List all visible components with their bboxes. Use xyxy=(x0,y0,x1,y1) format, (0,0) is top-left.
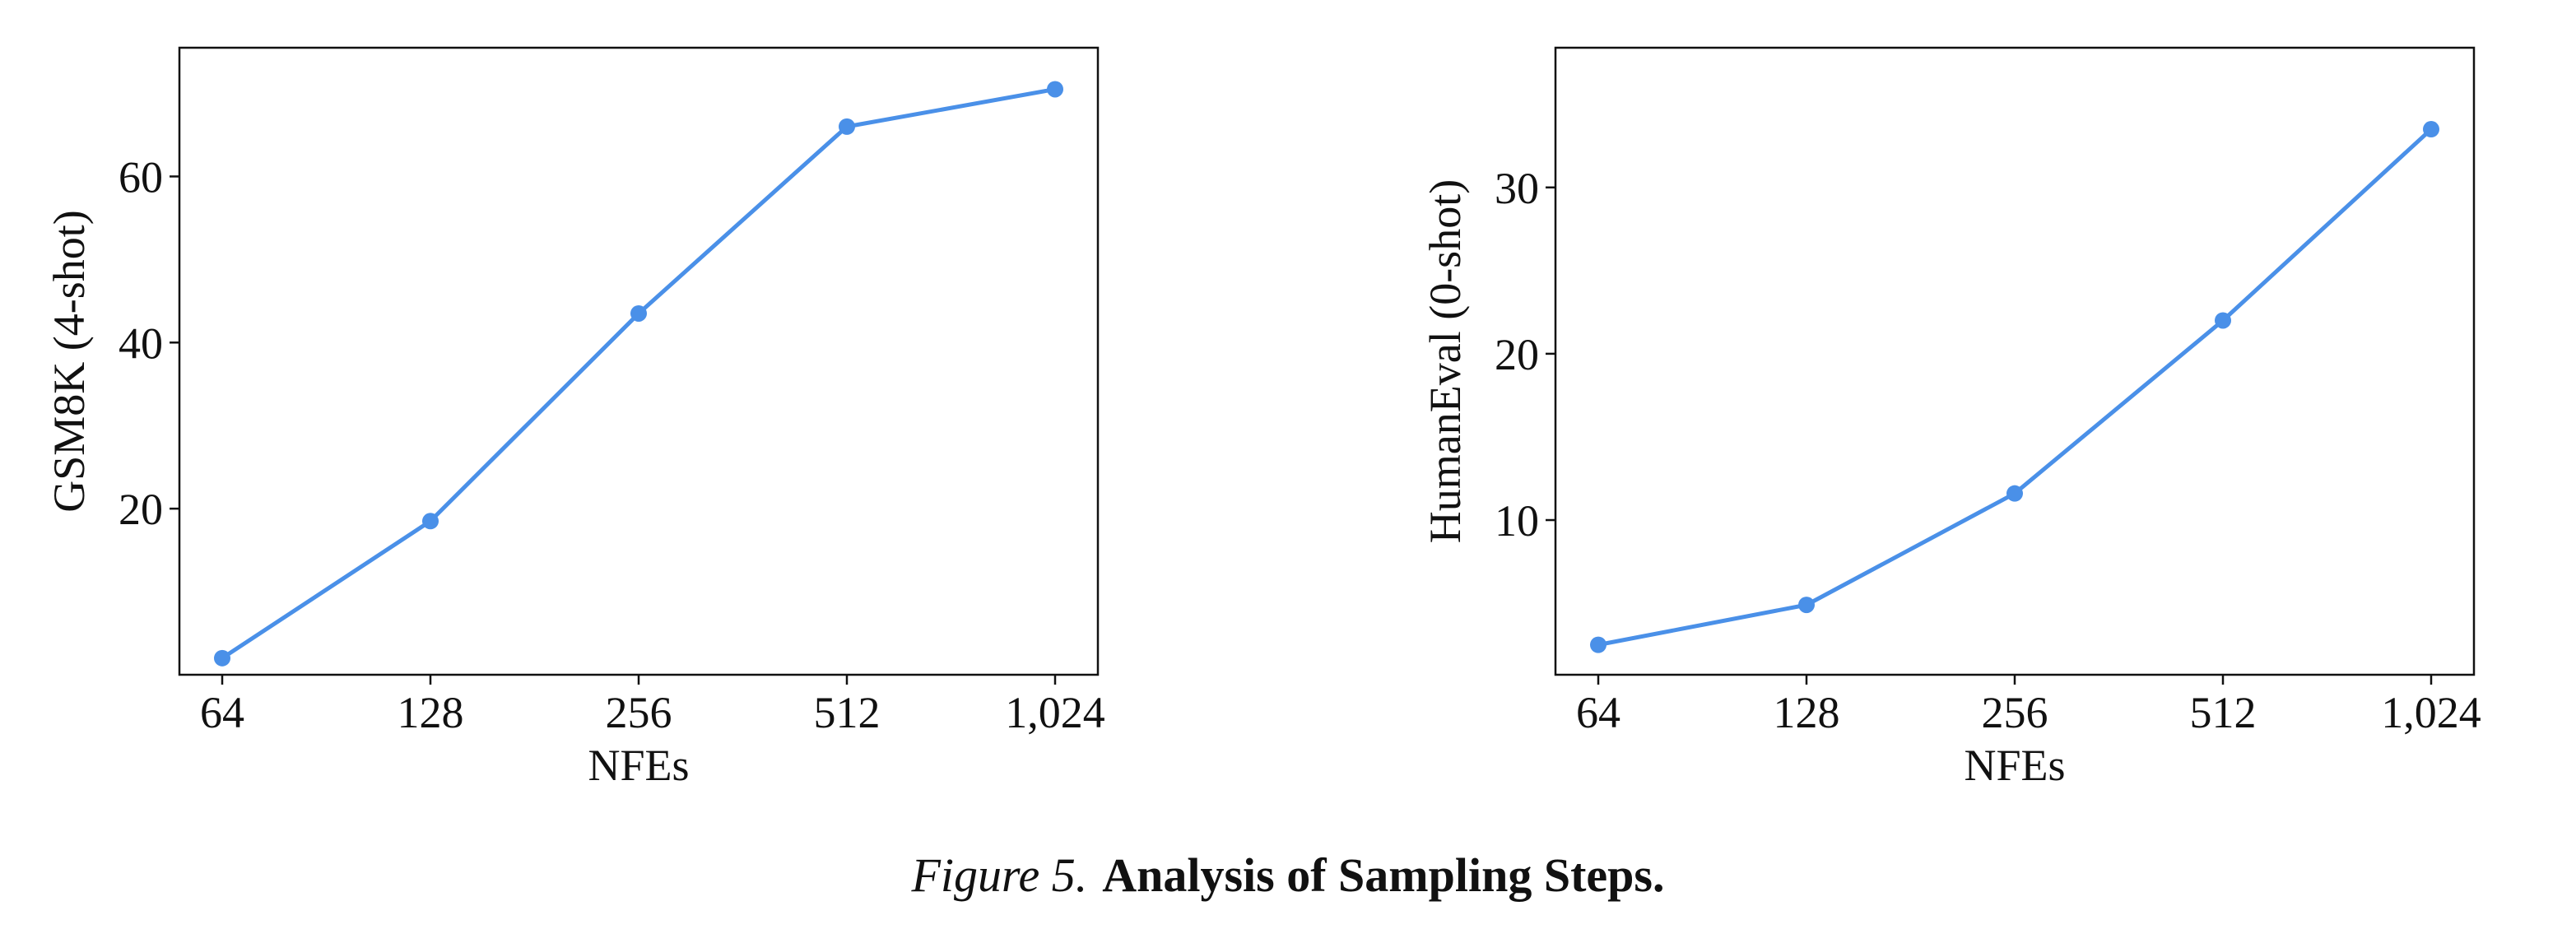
series-line xyxy=(220,86,1058,661)
data-point xyxy=(214,649,230,667)
y-tick-label: 30 xyxy=(1495,164,1539,213)
chart-humaneval: 64 128 256 512 1,024 10 20 30 NFEs HumanEval (0-s… xyxy=(1421,46,2481,790)
x-tick-label: 512 xyxy=(2190,688,2257,737)
data-point xyxy=(1590,636,1607,653)
plot-frame xyxy=(178,46,1100,676)
x-tick-label: 256 xyxy=(606,688,672,737)
x-axis-label: NFEs xyxy=(588,741,689,790)
data-point xyxy=(839,118,855,135)
data-point xyxy=(1798,597,1815,614)
x-tick-label: 128 xyxy=(1774,688,1840,737)
x-tick-label: 64 xyxy=(1576,688,1620,737)
figure-number: Figure 5. xyxy=(911,848,1088,902)
data-point xyxy=(630,304,647,322)
y-axis-label: HumanEval (0-shot) xyxy=(1421,179,1470,543)
plot-frame xyxy=(1554,46,2476,676)
y-tick-label: 40 xyxy=(119,318,163,368)
data-point xyxy=(2006,485,2023,502)
series-line xyxy=(1596,127,2434,648)
x-tick-label: 64 xyxy=(200,688,244,737)
x-tick-label: 256 xyxy=(1982,688,2048,737)
y-tick-label: 20 xyxy=(119,485,163,534)
x-tick-label: 512 xyxy=(814,688,881,737)
figure: 64 128 256 512 1,024 20 40 60 NFEs GSM8K (4-shot)… xyxy=(44,46,2481,790)
y-tick-label: 60 xyxy=(119,152,163,202)
x-tick-label: 128 xyxy=(398,688,464,737)
data-point xyxy=(1047,81,1063,98)
data-point xyxy=(2215,312,2231,329)
data-point xyxy=(422,513,439,530)
x-tick-label: 1,024 xyxy=(1005,688,1105,737)
figure-title: Analysis of Sampling Steps. xyxy=(1102,848,1665,902)
x-tick-label: 1,024 xyxy=(2381,688,2481,737)
y-tick-label: 10 xyxy=(1495,496,1539,546)
chart-gsm8k: 64 128 256 512 1,024 20 40 60 NFEs GSM8K (4-shot) xyxy=(44,46,1105,790)
x-axis-label: NFEs xyxy=(1964,741,2065,790)
data-point xyxy=(2423,121,2439,138)
y-axis-label: GSM8K (4-shot) xyxy=(44,210,94,513)
y-tick-label: 20 xyxy=(1495,330,1539,379)
figure-caption: Figure 5. Analysis of Sampling Steps. xyxy=(0,848,2576,903)
